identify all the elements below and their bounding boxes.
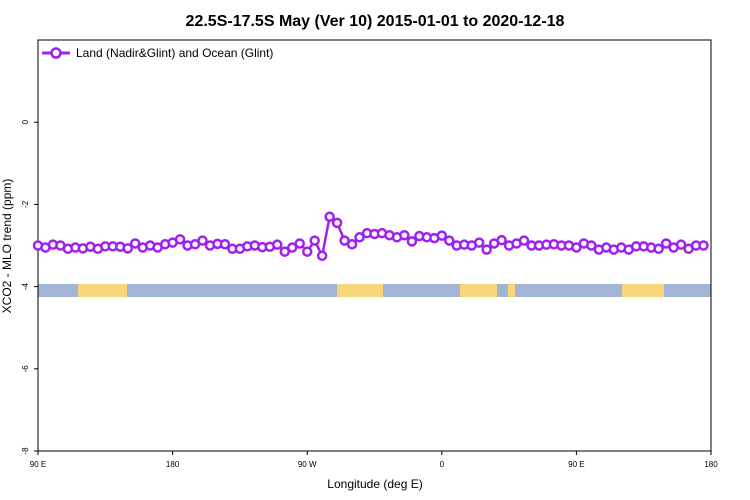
data-point: [272, 239, 283, 250]
y-tick-label: -4: [21, 282, 30, 290]
data-point: [309, 235, 320, 246]
data-point: [279, 246, 291, 257]
data-point: [444, 235, 455, 246]
x-tick-label: 90 E: [568, 460, 584, 469]
data-point: [122, 243, 133, 254]
data-point: [197, 235, 208, 246]
land-band: [337, 284, 383, 297]
data-point: [399, 229, 410, 241]
data-point: [653, 243, 664, 255]
data-point: [698, 240, 709, 251]
data-point: [301, 246, 313, 257]
legend-marker: [50, 47, 62, 59]
legend: Land (Nadir&Glint) and Ocean (Glint): [42, 46, 273, 60]
x-axis-label: Longitude (deg E): [327, 477, 422, 491]
legend-label: Land (Nadir&Glint) and Ocean (Glint): [76, 46, 273, 60]
y-tick-label: -6: [21, 365, 30, 373]
data-point: [481, 244, 492, 255]
surface-band: [38, 284, 711, 297]
data-point: [660, 238, 672, 249]
data-point: [406, 236, 418, 247]
data-point: [294, 238, 305, 249]
data-point: [324, 211, 335, 222]
land-band: [78, 284, 127, 297]
chart-title: 22.5S-17.5S May (Ver 10) 2015-01-01 to 2…: [186, 13, 565, 30]
land-band: [508, 284, 515, 297]
data-point: [174, 234, 186, 245]
y-tick-label: -2: [21, 200, 30, 208]
data-point: [571, 242, 582, 253]
land-band: [622, 284, 664, 297]
y-axis-label: XCO2 - MLO trend (ppm): [0, 179, 14, 314]
data-point: [331, 217, 343, 229]
data-point: [518, 235, 530, 246]
data-point: [436, 230, 448, 241]
data-point: [129, 238, 141, 249]
x-tick-label: 0: [440, 460, 445, 469]
data-point: [219, 239, 231, 250]
y-tick-label: -8: [21, 447, 30, 455]
x-tick-label: 90 W: [298, 460, 317, 469]
data-point: [346, 239, 358, 250]
data-point: [586, 240, 597, 251]
x-tick-label: 180: [166, 460, 180, 469]
data-point: [316, 250, 328, 262]
land-band: [460, 284, 497, 297]
data-point: [354, 232, 365, 243]
data-point: [675, 239, 687, 250]
x-tick-label: 180: [704, 460, 718, 469]
x-tick-label: 90 E: [30, 460, 46, 469]
data-point: [496, 234, 507, 246]
data-point: [286, 242, 298, 253]
y-tick-label: 0: [21, 119, 30, 124]
data-point: [473, 237, 485, 248]
